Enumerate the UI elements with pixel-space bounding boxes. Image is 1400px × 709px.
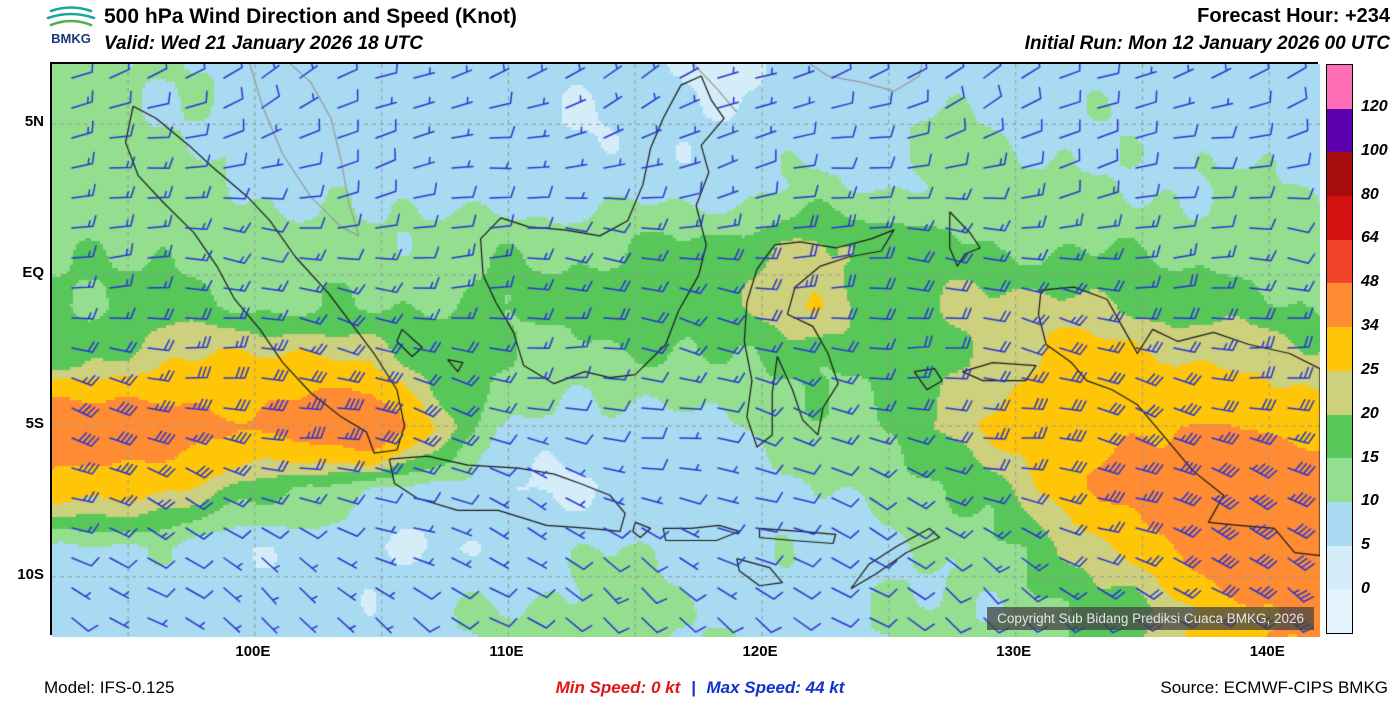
bmkg-logo-graphic: BMKG <box>46 6 96 46</box>
color-scale-tick: 100 <box>1361 141 1388 159</box>
color-scale <box>1326 64 1353 634</box>
initial-run: Initial Run: Mon 12 January 2026 00 UTC <box>1024 33 1390 54</box>
min-speed-label: Min Speed: 0 kt <box>555 678 681 697</box>
forecast-hour: Forecast Hour: +234 <box>1197 5 1390 27</box>
lon-label: 100E <box>235 643 271 660</box>
page-title: 500 hPa Wind Direction and Speed (Knot) <box>104 5 517 28</box>
color-scale-band <box>1327 239 1352 284</box>
color-scale-band <box>1327 458 1352 502</box>
color-scale-tick: 0 <box>1361 580 1370 598</box>
lat-label: 5S <box>25 414 44 432</box>
color-scale-tick: 15 <box>1361 448 1379 466</box>
color-scale-band <box>1327 545 1352 590</box>
color-scale-tick: 48 <box>1361 273 1379 291</box>
map-area: Copyright Sub Bidang Prediksi Cuaca BMKG… <box>50 62 1320 637</box>
speed-summary: Min Speed: 0 kt | Max Speed: 44 kt <box>0 678 1400 698</box>
bmkg-logo: BMKG <box>42 2 100 48</box>
max-speed-label: Max Speed: 44 kt <box>706 678 845 697</box>
lon-label: 130E <box>996 643 1032 660</box>
source-label: Source: ECMWF-CIPS BMKG <box>1160 678 1388 697</box>
color-scale-tick: 80 <box>1361 185 1379 203</box>
color-scale-tick: 5 <box>1361 536 1370 554</box>
lon-label: 120E <box>742 643 778 660</box>
color-scale-band <box>1327 108 1352 153</box>
color-scale-tick: 20 <box>1361 404 1379 422</box>
color-scale-band <box>1327 370 1352 415</box>
wind-map-canvas <box>52 64 1320 637</box>
color-scale-tick: 64 <box>1361 229 1379 247</box>
color-scale-band <box>1327 152 1352 197</box>
speed-divider: | <box>690 678 696 697</box>
copyright-watermark: Copyright Sub Bidang Prediksi Cuaca BMKG… <box>987 607 1314 630</box>
color-scale-band <box>1327 65 1352 109</box>
lon-label: 140E <box>1249 643 1285 660</box>
color-scale-tick: 120 <box>1361 97 1388 115</box>
lat-label: 5N <box>24 113 44 131</box>
color-scale-tick: 10 <box>1361 492 1379 510</box>
lon-label: 110E <box>489 643 524 660</box>
bmkg-logo-text: BMKG <box>51 31 91 46</box>
color-scale-band <box>1327 283 1352 328</box>
color-scale-band <box>1327 414 1352 459</box>
model-label: Model: IFS-0.125 <box>44 678 175 697</box>
lat-label: EQ <box>22 264 44 282</box>
color-scale-band <box>1327 501 1352 546</box>
color-scale-band <box>1327 196 1352 240</box>
lat-label: 10S <box>17 565 44 583</box>
color-scale-tick: 25 <box>1361 360 1379 378</box>
valid-time: Valid: Wed 21 January 2026 18 UTC <box>104 33 423 54</box>
color-scale-tick: 34 <box>1361 317 1379 335</box>
color-scale-band <box>1327 327 1352 371</box>
color-scale-band <box>1327 589 1352 633</box>
